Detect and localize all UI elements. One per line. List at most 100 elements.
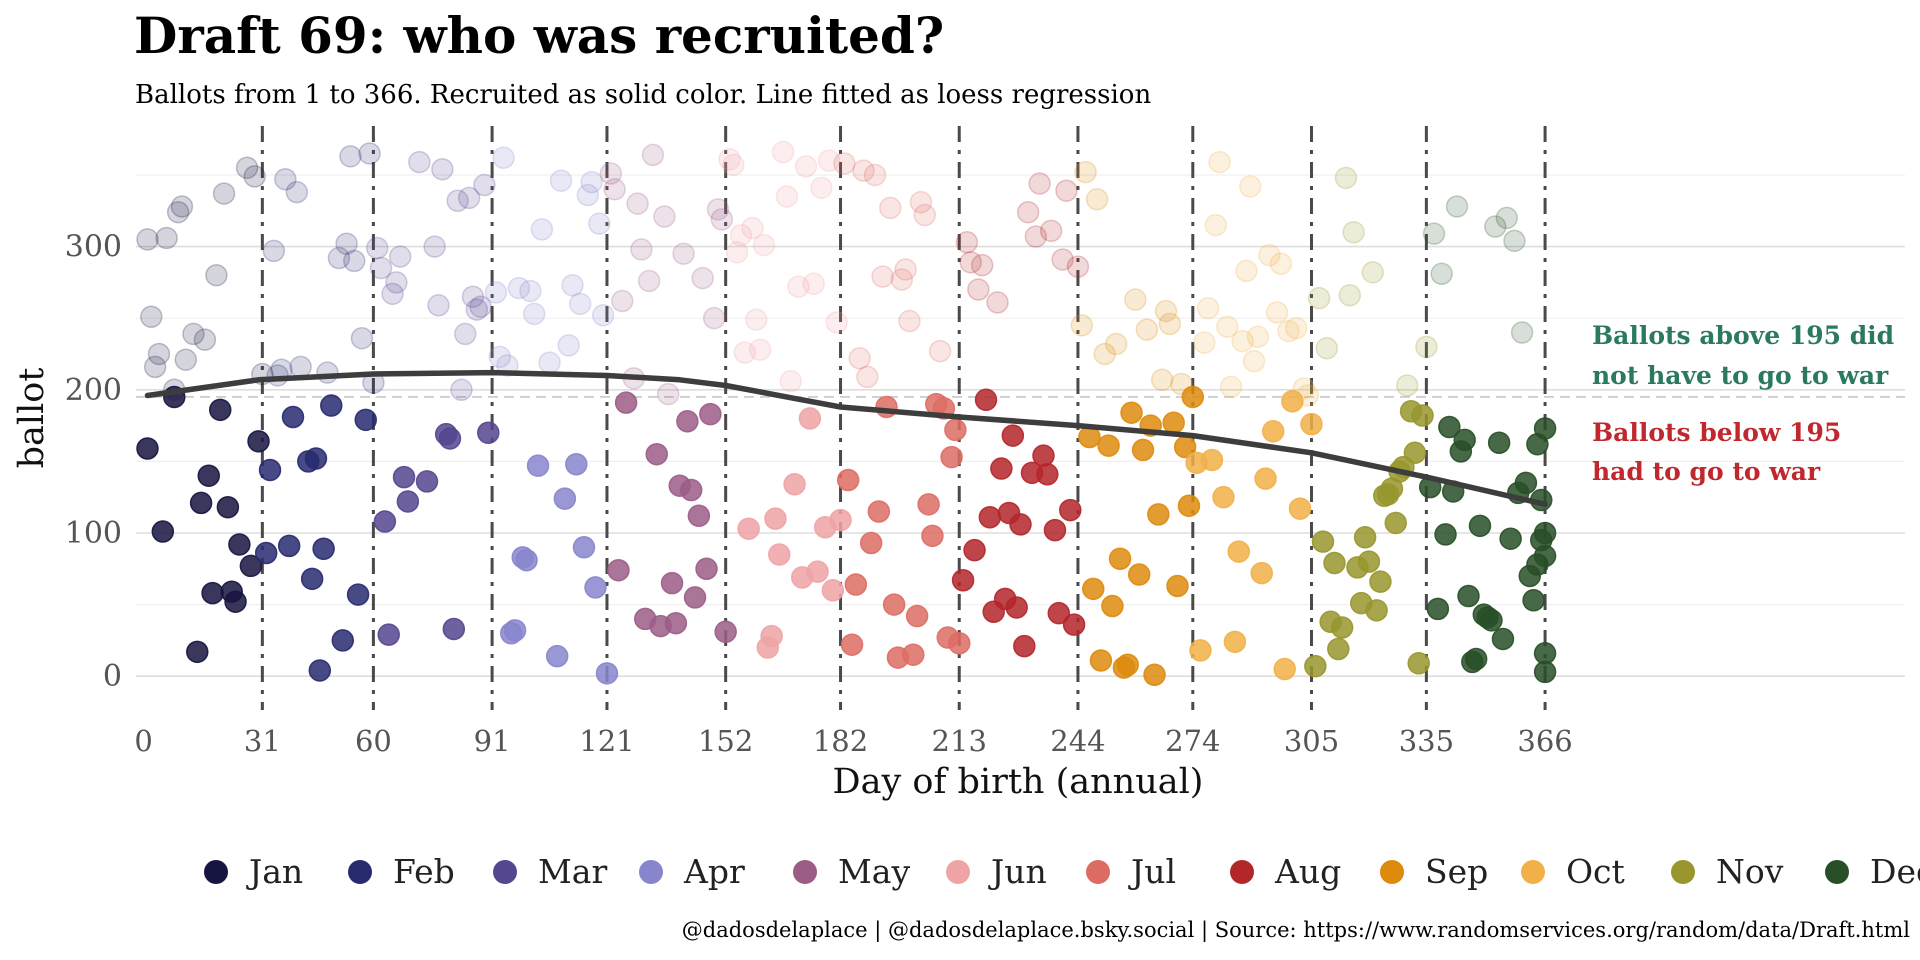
data-point: [1036, 463, 1059, 486]
data-point: [1181, 385, 1205, 409]
data-point: [725, 241, 749, 264]
data-point: [1327, 637, 1350, 661]
data-point: [519, 279, 542, 303]
data-point: [1258, 243, 1281, 267]
data-point: [408, 150, 431, 174]
data-point: [1242, 349, 1266, 373]
data-point: [599, 162, 623, 185]
data-point: [729, 223, 753, 247]
loess-line: [144, 369, 1548, 508]
data-point: [905, 604, 929, 628]
data-point: [1330, 616, 1354, 639]
x-tick-label: 31: [244, 724, 281, 758]
data-point: [1062, 613, 1086, 636]
data-point: [312, 537, 335, 560]
data-point: [580, 170, 603, 194]
data-point: [565, 452, 588, 476]
data-point: [645, 442, 668, 466]
data-point: [802, 272, 825, 296]
data-point: [1522, 589, 1545, 612]
data-point: [277, 534, 301, 558]
data-point: [833, 152, 856, 175]
data-point: [745, 308, 768, 331]
annotation-text: not have to go to war: [1592, 361, 1889, 390]
data-point: [373, 510, 397, 533]
data-point: [940, 445, 963, 469]
data-point: [274, 168, 297, 191]
data-point: [1001, 424, 1025, 447]
data-point: [197, 464, 221, 487]
data-point: [549, 169, 573, 192]
data-point: [515, 548, 538, 572]
data-point: [840, 633, 864, 656]
x-tick-label: 121: [579, 724, 634, 758]
legend-swatch: [946, 860, 970, 884]
data-point: [1415, 335, 1438, 359]
data-point: [365, 236, 389, 260]
data-point: [572, 536, 596, 559]
x-tick-label: 91: [474, 724, 511, 758]
data-point: [1334, 166, 1358, 190]
data-point: [699, 402, 722, 426]
data-point: [1445, 195, 1469, 218]
data-point: [488, 345, 512, 369]
data-point: [825, 311, 848, 334]
data-point: [281, 405, 305, 429]
x-tick-label: 244: [1050, 724, 1105, 758]
data-point: [856, 365, 879, 389]
data-point: [748, 338, 772, 361]
data-point: [136, 437, 159, 460]
data-point: [660, 571, 684, 595]
data-point: [201, 581, 224, 605]
data-point: [630, 238, 653, 261]
data-point: [959, 251, 982, 274]
chart-subtitle: Ballots from 1 to 366. Recruited as soli…: [135, 80, 1152, 110]
data-point: [1009, 513, 1032, 536]
data-point: [1166, 574, 1189, 598]
data-point: [388, 245, 412, 268]
data-point: [775, 185, 799, 208]
data-point: [396, 490, 420, 513]
data-point: [902, 643, 925, 666]
data-point: [1464, 647, 1488, 671]
data-point: [967, 278, 990, 301]
data-point: [1005, 596, 1028, 619]
data-point: [477, 421, 500, 444]
data-point: [794, 155, 818, 178]
data-point: [461, 285, 485, 308]
data-point: [641, 143, 665, 167]
y-tick-label: 300: [65, 230, 122, 265]
data-point: [350, 326, 374, 350]
data-point: [1093, 342, 1116, 366]
data-point: [955, 231, 979, 254]
legend-swatch: [793, 860, 817, 884]
x-axis-title: Day of birth (annual): [833, 762, 1204, 802]
data-point: [1495, 206, 1519, 230]
data-point: [637, 269, 661, 293]
data-point: [1051, 248, 1074, 271]
data-point: [787, 275, 810, 298]
data-point: [1254, 467, 1277, 490]
annotation-text: Ballots above 195 did: [1592, 321, 1894, 350]
data-point: [193, 328, 217, 351]
data-point: [1296, 384, 1319, 407]
data-point: [741, 216, 764, 240]
data-point: [768, 543, 791, 566]
data-point: [1292, 377, 1316, 400]
data-point: [1533, 642, 1557, 665]
data-point: [848, 347, 871, 370]
data-point: [331, 629, 355, 652]
data-point: [576, 183, 600, 207]
data-point: [714, 620, 737, 644]
data-point: [415, 470, 439, 493]
data-point: [369, 256, 393, 280]
legend-swatch: [348, 860, 372, 884]
data-point: [155, 226, 178, 250]
data-point: [588, 212, 611, 235]
data-point: [182, 322, 205, 346]
data-point: [1499, 527, 1522, 550]
data-point: [1047, 601, 1071, 625]
data-point: [1116, 653, 1139, 676]
data-point: [1365, 599, 1388, 622]
